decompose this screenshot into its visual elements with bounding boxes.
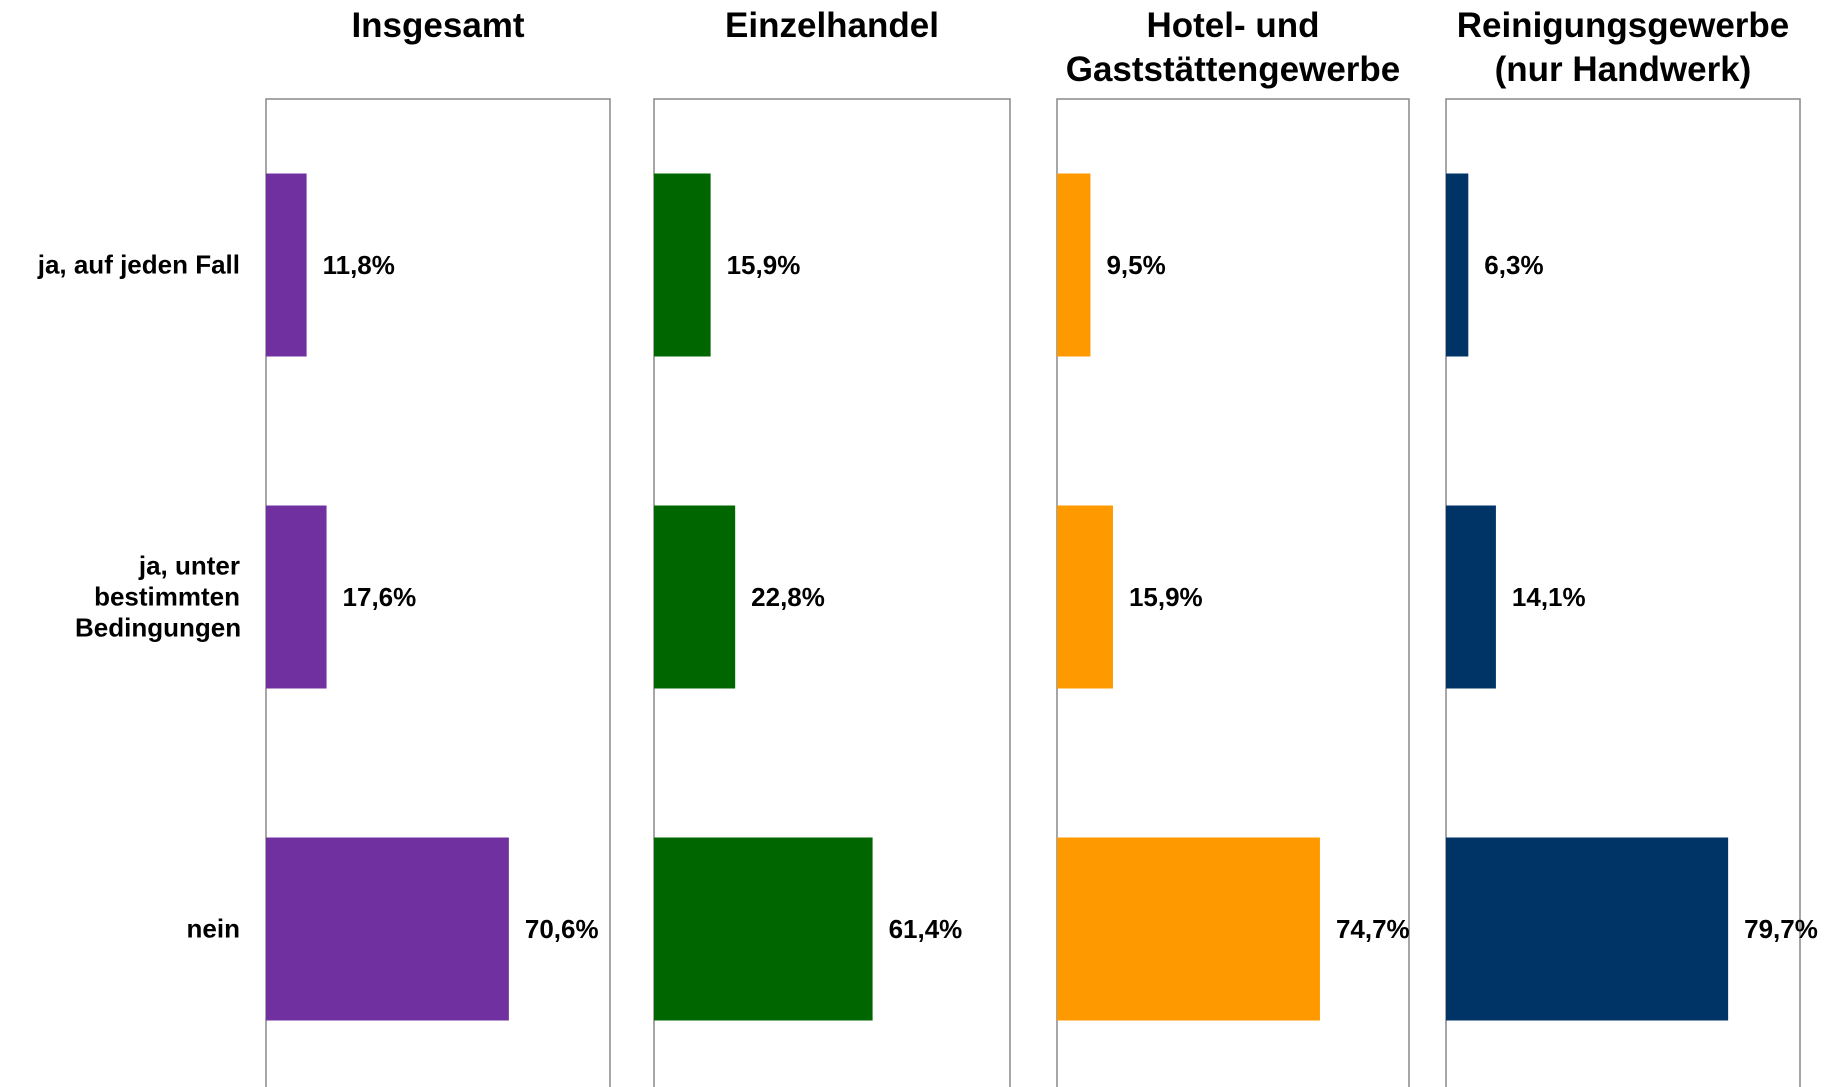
value-label: 61,4%	[888, 914, 963, 944]
value-label: 70,6%	[524, 914, 599, 944]
value-label: 79,7%	[1744, 914, 1818, 944]
panel-title: Insgesamt	[351, 6, 525, 45]
panel-title: Reinigungsgewerbe (nur Handwerk)	[1456, 6, 1790, 89]
bar	[1057, 173, 1091, 357]
value-label: 17,6%	[342, 582, 417, 612]
bar	[654, 837, 873, 1021]
bar	[1446, 837, 1729, 1021]
value-label: 15,9%	[726, 250, 801, 280]
value-label: 15,9%	[1128, 582, 1203, 612]
value-label: 11,8%	[322, 250, 395, 280]
bar	[266, 837, 509, 1021]
value-label: 6,3%	[1484, 250, 1544, 280]
bar	[1057, 837, 1320, 1021]
bar	[266, 505, 327, 689]
value-label: 74,7%	[1335, 914, 1410, 944]
bar	[1446, 173, 1469, 357]
value-label: 9,5%	[1106, 250, 1166, 280]
bar	[266, 173, 307, 357]
bar	[1057, 505, 1113, 689]
bar	[654, 505, 736, 689]
panel-title: Hotel- und Gaststättengewerbe	[1065, 6, 1401, 89]
category-label: ja, auf jeden Fall	[37, 249, 240, 280]
value-label: 22,8%	[751, 582, 825, 612]
bar	[654, 173, 711, 357]
category-label: nein	[186, 913, 240, 944]
bar	[1446, 505, 1496, 689]
category-label: ja, unter bestimmten Bedingungen	[75, 550, 242, 643]
value-label: 14,1%	[1511, 582, 1586, 612]
panel-title: Einzelhandel	[725, 6, 939, 45]
